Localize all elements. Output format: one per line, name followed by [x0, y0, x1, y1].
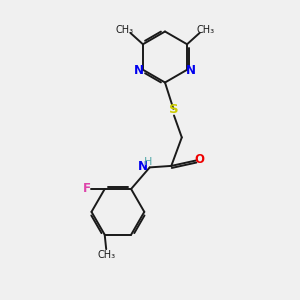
Text: H: H — [144, 157, 152, 167]
Text: N: N — [186, 64, 196, 77]
Text: F: F — [83, 182, 91, 196]
Text: CH₃: CH₃ — [116, 26, 134, 35]
Text: N: N — [137, 160, 148, 173]
Text: N: N — [134, 64, 144, 77]
Text: CH₃: CH₃ — [196, 26, 214, 35]
Text: O: O — [195, 153, 205, 167]
Text: S: S — [169, 103, 178, 116]
Text: CH₃: CH₃ — [98, 250, 116, 260]
